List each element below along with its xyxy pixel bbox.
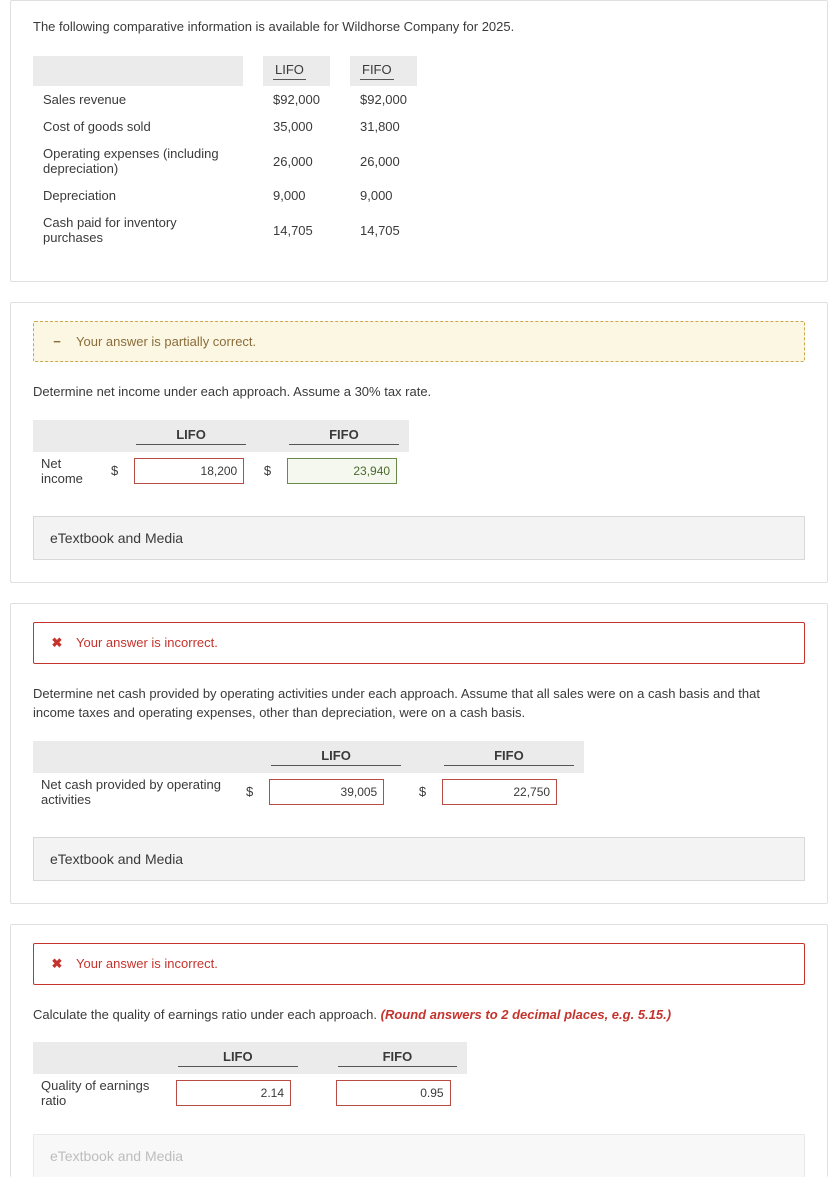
prompt-main: Calculate the quality of earnings ratio … bbox=[33, 1007, 381, 1022]
alert-text: Your answer is partially correct. bbox=[76, 334, 256, 349]
intro-text: The following comparative information is… bbox=[33, 19, 805, 34]
cell-value: $92,000 bbox=[263, 86, 330, 113]
cell-value: 26,000 bbox=[263, 140, 330, 182]
question-card-2: − Your answer is partially correct. Dete… bbox=[10, 302, 828, 583]
prompt-text: Calculate the quality of earnings ratio … bbox=[33, 1005, 805, 1025]
answer-table-quality-ratio: LIFO FIFO Quality of earnings ratio bbox=[33, 1042, 467, 1112]
table-row: Depreciation 9,000 9,000 bbox=[33, 182, 417, 209]
table-row: Cost of goods sold 35,000 31,800 bbox=[33, 113, 417, 140]
col-header-lifo: LIFO bbox=[263, 56, 330, 86]
currency-symbol: $ bbox=[238, 773, 261, 811]
net-cash-fifo-input[interactable] bbox=[442, 779, 557, 805]
prompt-text: Determine net income under each approach… bbox=[33, 382, 805, 402]
row-label: Quality of earnings ratio bbox=[33, 1074, 168, 1112]
alert-incorrect: ✖ Your answer is incorrect. bbox=[33, 943, 805, 985]
row-label: Cost of goods sold bbox=[33, 113, 243, 140]
minus-icon: − bbox=[50, 334, 64, 349]
alert-incorrect: ✖ Your answer is incorrect. bbox=[33, 622, 805, 664]
alert-partial: − Your answer is partially correct. bbox=[33, 321, 805, 362]
answer-table-net-income: LIFO FIFO Net income $ $ bbox=[33, 420, 409, 490]
cell-value: 35,000 bbox=[263, 113, 330, 140]
row-label: Net income bbox=[33, 452, 103, 490]
x-icon: ✖ bbox=[50, 956, 64, 972]
col-header-fifo: FIFO bbox=[434, 741, 584, 773]
prompt-text: Determine net cash provided by operating… bbox=[33, 684, 805, 723]
alert-text: Your answer is incorrect. bbox=[76, 635, 218, 650]
col-header-fifo: FIFO bbox=[279, 420, 409, 452]
cell-value: 31,800 bbox=[350, 113, 417, 140]
x-icon: ✖ bbox=[50, 635, 64, 651]
comparative-table: LIFO FIFO Sales revenue $92,000 $92,000 … bbox=[33, 56, 417, 251]
net-cash-lifo-input[interactable] bbox=[269, 779, 384, 805]
alert-text: Your answer is incorrect. bbox=[76, 956, 218, 971]
table-row: Sales revenue $92,000 $92,000 bbox=[33, 86, 417, 113]
row-label: Sales revenue bbox=[33, 86, 243, 113]
table-row: Operating expenses (including depreciati… bbox=[33, 140, 417, 182]
col-header-fifo: FIFO bbox=[350, 56, 417, 86]
net-income-fifo-input[interactable] bbox=[287, 458, 397, 484]
round-hint: (Round answers to 2 decimal places, e.g.… bbox=[381, 1007, 671, 1022]
net-income-lifo-input[interactable] bbox=[134, 458, 244, 484]
col-header-lifo: LIFO bbox=[261, 741, 411, 773]
currency-symbol: $ bbox=[411, 773, 434, 811]
cell-value: $92,000 bbox=[350, 86, 417, 113]
question-card-3: ✖ Your answer is incorrect. Determine ne… bbox=[10, 603, 828, 904]
row-label: Net cash provided by operating activitie… bbox=[33, 773, 238, 811]
col-header-lifo: LIFO bbox=[168, 1042, 308, 1074]
question-card-1: The following comparative information is… bbox=[10, 0, 828, 282]
etextbook-media-button[interactable]: eTextbook and Media bbox=[33, 1134, 805, 1177]
quality-ratio-lifo-input[interactable] bbox=[176, 1080, 291, 1106]
cell-value: 9,000 bbox=[263, 182, 330, 209]
row-label: Operating expenses (including depreciati… bbox=[33, 140, 243, 182]
answer-table-net-cash: LIFO FIFO Net cash provided by operating… bbox=[33, 741, 584, 811]
quality-ratio-fifo-input[interactable] bbox=[336, 1080, 451, 1106]
row-label: Depreciation bbox=[33, 182, 243, 209]
row-label: Cash paid for inventory purchases bbox=[33, 209, 243, 251]
table-row: Cash paid for inventory purchases 14,705… bbox=[33, 209, 417, 251]
cell-value: 9,000 bbox=[350, 182, 417, 209]
currency-symbol: $ bbox=[103, 452, 126, 490]
col-header-lifo: LIFO bbox=[126, 420, 256, 452]
cell-value: 14,705 bbox=[350, 209, 417, 251]
cell-value: 14,705 bbox=[263, 209, 330, 251]
etextbook-media-button[interactable]: eTextbook and Media bbox=[33, 837, 805, 881]
etextbook-media-button[interactable]: eTextbook and Media bbox=[33, 516, 805, 560]
question-card-4: ✖ Your answer is incorrect. Calculate th… bbox=[10, 924, 828, 1177]
col-header-fifo: FIFO bbox=[328, 1042, 468, 1074]
currency-symbol: $ bbox=[256, 452, 279, 490]
cell-value: 26,000 bbox=[350, 140, 417, 182]
